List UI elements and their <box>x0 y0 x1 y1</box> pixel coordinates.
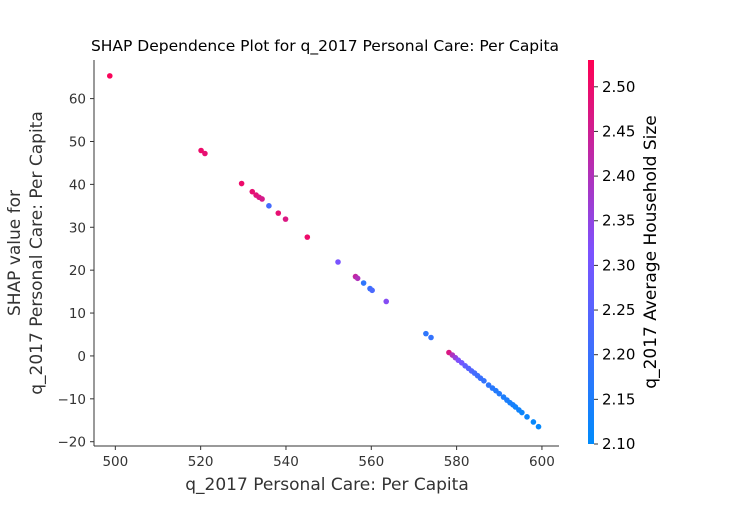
colorbar <box>588 60 594 444</box>
x-tick-label: 600 <box>529 454 555 470</box>
colorbar-tick-label: 2.25 <box>602 301 635 319</box>
data-point-43 <box>519 409 525 416</box>
colorbar-tick-label: 2.20 <box>602 346 635 364</box>
data-point-46 <box>535 423 542 430</box>
y-axis-ticks: −20 −10 0 10 20 30 40 50 60 <box>58 92 94 451</box>
y-tick-label: 30 <box>69 220 86 236</box>
x-axis-ticks: 500 520 540 560 580 600 <box>102 446 555 470</box>
data-point-36 <box>496 390 503 397</box>
data-point-14 <box>354 275 361 282</box>
data-point-10 <box>282 216 289 222</box>
data-point-45 <box>530 419 537 425</box>
x-tick-label: 500 <box>102 454 128 470</box>
data-point-7 <box>259 196 265 202</box>
data-point-33 <box>485 382 492 388</box>
colorbar-tick-label: 2.45 <box>602 122 635 140</box>
y-tick-label: 40 <box>69 177 86 193</box>
colorbar-tick-label: 2.15 <box>602 390 635 408</box>
data-point-0 <box>106 73 113 79</box>
data-point-32 <box>481 378 487 384</box>
data-point-11 <box>304 234 311 240</box>
x-tick-label: 540 <box>273 454 299 470</box>
chart-title: SHAP Dependence Plot for q_2017 Personal… <box>91 37 559 56</box>
y-tick-label: −10 <box>58 392 87 408</box>
y-tick-label: 10 <box>69 306 86 322</box>
data-point-3 <box>238 180 245 187</box>
data-point-20 <box>428 334 434 341</box>
data-point-9 <box>275 210 282 216</box>
colorbar-tick-label: 2.40 <box>602 167 635 185</box>
data-point-12 <box>335 259 341 265</box>
x-axis-label: q_2017 Personal Care: Per Capita <box>185 475 469 495</box>
y-tick-label: 50 <box>69 134 86 150</box>
colorbar-tick-label: 2.10 <box>602 435 635 453</box>
data-point-4 <box>249 188 256 195</box>
y-tick-label: −20 <box>58 435 87 451</box>
y-tick-label: 0 <box>77 349 86 365</box>
y-tick-label: 60 <box>69 92 86 108</box>
x-tick-label: 580 <box>444 454 470 470</box>
data-point-18 <box>383 298 390 305</box>
plot-area <box>106 73 542 430</box>
data-point-2 <box>202 150 208 157</box>
data-point-44 <box>524 414 530 420</box>
y-axis-label-line-1: SHAP value for <box>5 190 25 316</box>
data-point-19 <box>423 330 429 337</box>
colorbar-ticks: 2.10 2.15 2.20 2.25 2.30 2.35 2.40 2.45 2.50 <box>594 78 635 453</box>
y-tick-label: 20 <box>69 263 86 279</box>
data-point-15 <box>360 280 367 286</box>
data-point-8 <box>266 203 272 209</box>
colorbar-tick-label: 2.35 <box>602 212 635 230</box>
data-point-17 <box>369 287 375 294</box>
x-tick-label: 560 <box>358 454 384 470</box>
colorbar-tick-label: 2.30 <box>602 256 635 274</box>
colorbar-label: q_2017 Average Household Size <box>641 115 661 388</box>
x-tick-label: 520 <box>188 454 214 470</box>
colorbar-tick-label: 2.50 <box>602 78 635 96</box>
data-point-1 <box>198 147 204 154</box>
y-axis-label-line-2: q_2017 Personal Care: Per Capita <box>27 111 47 395</box>
